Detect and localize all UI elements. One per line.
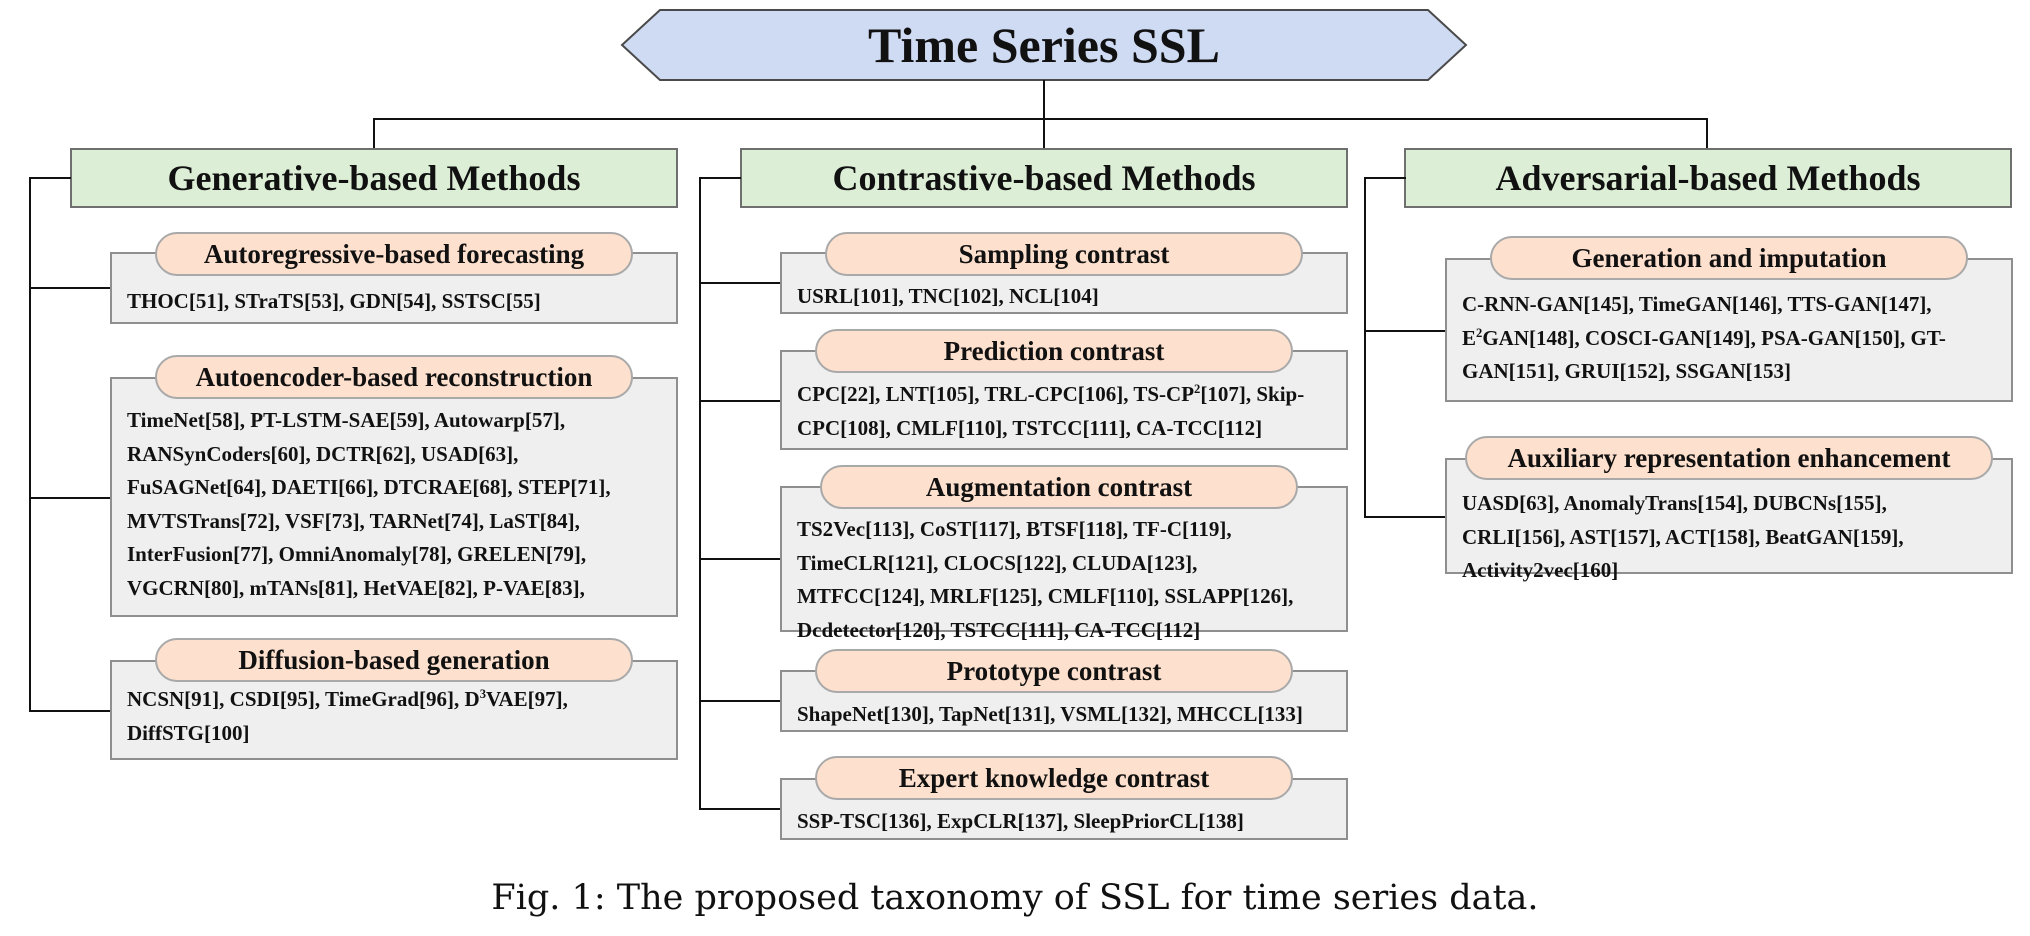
connector-generative-stub: [29, 177, 71, 179]
connector-generative-spine: [29, 177, 31, 711]
connector-adversarial-spine: [1364, 177, 1366, 517]
connector-adversarial-group-2: [1364, 516, 1446, 518]
connector-adversarial-stub: [1364, 177, 1406, 179]
root-hexagon: [620, 9, 1468, 81]
group-title-autoencoder: Autoencoder-based reconstruction: [155, 355, 633, 399]
connector-contrastive-group-4: [699, 700, 781, 702]
connector-root-down: [1043, 80, 1045, 119]
connector-contrastive-group-5: [699, 808, 781, 810]
group-methods-autoencoder: TimeNet[58], PT-LSTM-SAE[59], Autowarp[5…: [127, 408, 611, 600]
group-box-generation: [1445, 258, 2013, 402]
group-title-diffusion: Diffusion-based generation: [155, 638, 633, 682]
connector-generative-group-1: [29, 287, 111, 289]
group-methods-expert: SSP-TSC[136], ExpCLR[137], SleepPriorCL[…: [797, 809, 1244, 833]
branch-contrastive-title: Contrastive-based Methods: [740, 148, 1348, 208]
connector-contrastive-stub: [699, 177, 741, 179]
connector-contrastive-group-1: [699, 282, 781, 284]
group-title-auxiliary: Auxiliary representation enhancement: [1465, 436, 1993, 480]
connector-adversarial-group-1: [1364, 330, 1446, 332]
branch-generative-title: Generative-based Methods: [70, 148, 678, 208]
group-title-generation: Generation and imputation: [1490, 236, 1968, 280]
group-methods-prototype: ShapeNet[130], TapNet[131], VSML[132], M…: [797, 702, 1303, 726]
group-box-augmentation: [780, 486, 1348, 632]
connector-to-contrastive: [1043, 118, 1045, 148]
connector-root-horizontal: [373, 118, 1707, 120]
group-methods-sampling: USRL[101], TNC[102], NCL[104]: [797, 284, 1099, 308]
connector-to-adversarial: [1706, 118, 1708, 148]
root-title: Time Series SSL: [868, 17, 1220, 73]
group-methods-augmentation: TS2Vec[113], CoST[117], BTSF[118], TF-C[…: [797, 517, 1294, 642]
group-title-sampling: Sampling contrast: [825, 232, 1303, 276]
group-title-prediction: Prediction contrast: [815, 329, 1293, 373]
group-methods-diffusion: NCSN[91], CSDI[95], TimeGrad[96], D3VAE[…: [127, 687, 568, 745]
connector-to-generative: [373, 118, 375, 148]
group-title-expert: Expert knowledge contrast: [815, 756, 1293, 800]
connector-contrastive-group-3: [699, 558, 781, 560]
group-title-augmentation: Augmentation contrast: [820, 465, 1298, 509]
group-methods-auxiliary: UASD[63], AnomalyTrans[154], DUBCNs[155]…: [1462, 491, 1904, 582]
group-title-autoregressive: Autoregressive-based forecasting: [155, 232, 633, 276]
group-methods-autoregressive: THOC[51], STraTS[53], GDN[54], SSTSC[55]: [127, 289, 541, 313]
connector-contrastive-group-2: [699, 400, 781, 402]
group-methods-prediction: CPC[22], LNT[105], TRL-CPC[106], TS-CP2[…: [797, 382, 1305, 440]
group-methods-generation: C-RNN-GAN[145], TimeGAN[146], TTS-GAN[14…: [1462, 292, 1946, 383]
connector-generative-group-3: [29, 710, 111, 712]
branch-adversarial-title: Adversarial-based Methods: [1404, 148, 2012, 208]
connector-contrastive-spine: [699, 177, 701, 809]
connector-generative-group-2: [29, 497, 111, 499]
figure-caption: Fig. 1: The proposed taxonomy of SSL for…: [491, 878, 1539, 918]
group-title-prototype: Prototype contrast: [815, 649, 1293, 693]
